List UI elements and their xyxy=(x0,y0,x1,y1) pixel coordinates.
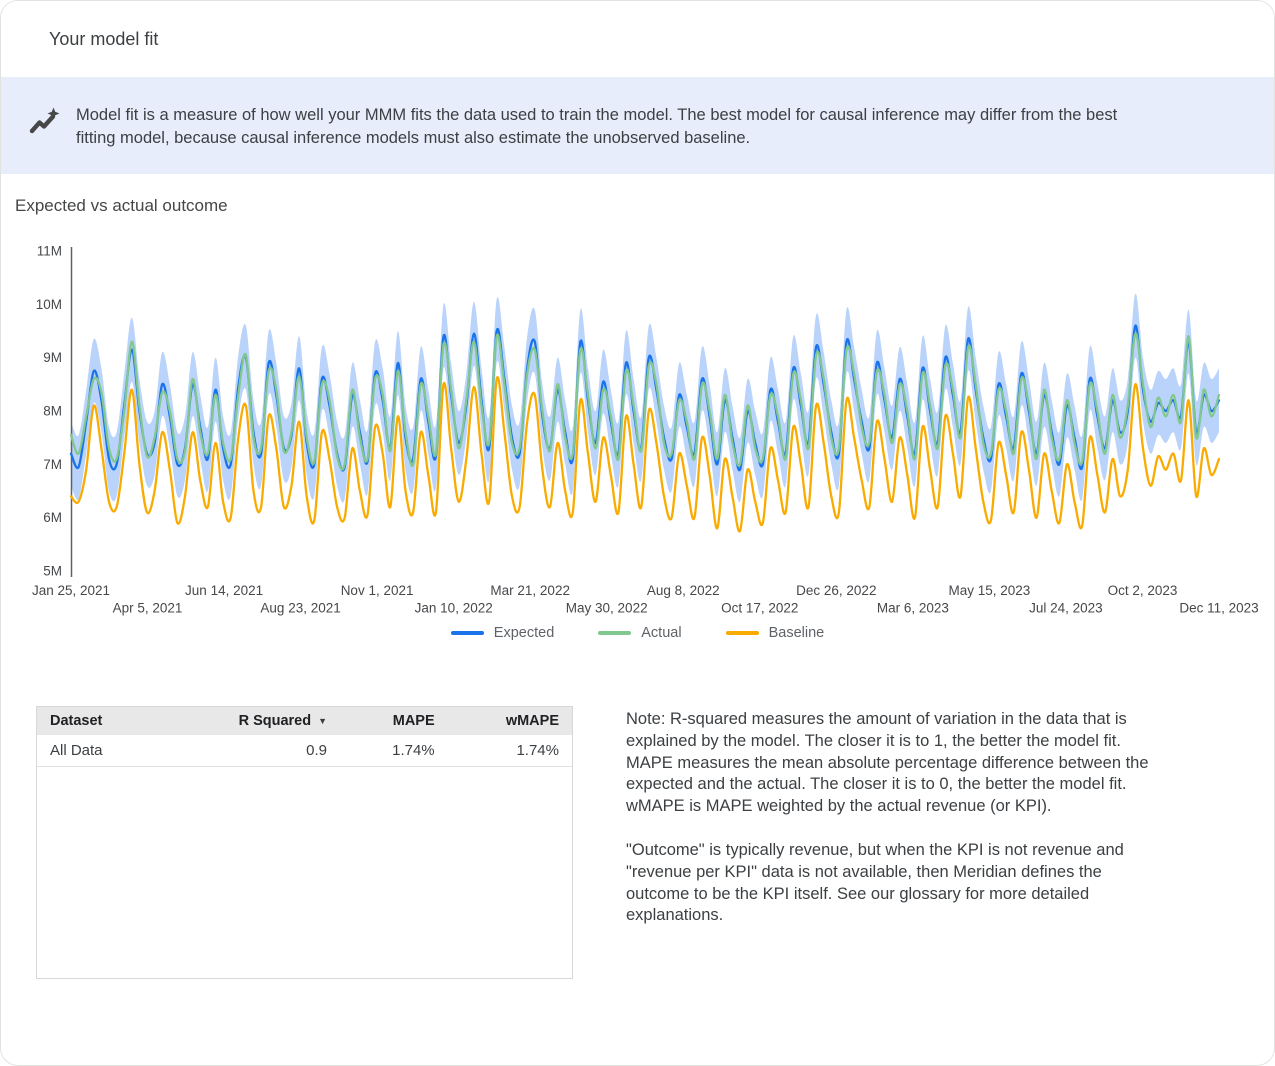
model-fit-card: Your model fit Model fit is a measure of… xyxy=(0,0,1275,1066)
chart-legend: Expected Actual Baseline xyxy=(1,625,1274,641)
legend-label: Expected xyxy=(494,625,554,641)
y-axis-label: 7M xyxy=(43,457,62,472)
y-axis-label: 8M xyxy=(43,404,62,419)
x-axis-label: Dec 26, 2022 xyxy=(796,583,876,598)
x-axis-label: Jul 24, 2023 xyxy=(1029,601,1103,616)
table-header: DatasetR Squared▼MAPEwMAPE xyxy=(37,707,572,735)
insights-icon xyxy=(27,106,61,140)
x-axis-label: Dec 11, 2023 xyxy=(1179,601,1258,616)
y-axis-label: 11M xyxy=(37,244,62,259)
cell-r-squared: 0.9 xyxy=(160,735,340,767)
note-paragraph-1: Note: R-squared measures the amount of v… xyxy=(626,709,1158,818)
note-text: Note: R-squared measures the amount of v… xyxy=(626,709,1158,927)
x-axis-label: Mar 21, 2022 xyxy=(490,583,570,598)
cell-dataset: All Data xyxy=(37,735,160,767)
model-fit-table-card: DatasetR Squared▼MAPEwMAPE All Data0.91.… xyxy=(36,706,573,979)
legend-label: Actual xyxy=(641,625,681,641)
cell-mape: 1.74% xyxy=(340,735,448,767)
legend-swatch-expected xyxy=(451,631,484,635)
info-banner: Model fit is a measure of how well your … xyxy=(1,77,1274,174)
y-axis-label: 5M xyxy=(43,564,62,579)
x-axis-label: Aug 23, 2021 xyxy=(260,601,340,616)
y-axis-label: 6M xyxy=(43,510,62,525)
x-axis-label: Jan 25, 2021 xyxy=(32,583,110,598)
card-header: Your model fit xyxy=(1,1,1274,77)
model-fit-table: DatasetR Squared▼MAPEwMAPE All Data0.91.… xyxy=(37,707,572,767)
x-axis-label: May 30, 2022 xyxy=(566,601,648,616)
model-fit-chart[interactable]: 5M6M7M8M9M10M11MJan 25, 2021Apr 5, 2021J… xyxy=(1,231,1274,623)
x-axis-label: Oct 2, 2023 xyxy=(1108,583,1178,598)
legend-item-expected: Expected xyxy=(451,625,554,641)
page-title: Your model fit xyxy=(49,29,158,50)
column-header-r-squared[interactable]: R Squared▼ xyxy=(160,707,340,735)
cell-wmape: 1.74% xyxy=(448,735,572,767)
table-row: All Data0.91.74%1.74% xyxy=(37,735,572,767)
legend-swatch-actual xyxy=(598,631,631,635)
legend-item-actual: Actual xyxy=(598,625,681,641)
x-axis-label: Mar 6, 2023 xyxy=(877,601,949,616)
column-header-mape[interactable]: MAPE xyxy=(340,707,448,735)
sort-desc-icon: ▼ xyxy=(318,716,327,726)
note-paragraph-2: "Outcome" is typically revenue, but when… xyxy=(626,840,1158,927)
legend-swatch-baseline xyxy=(726,631,759,635)
table-body: All Data0.91.74%1.74% xyxy=(37,735,572,767)
info-banner-text: Model fit is a measure of how well your … xyxy=(76,104,1161,149)
chart-title: Expected vs actual outcome xyxy=(15,196,228,216)
column-header-dataset[interactable]: Dataset xyxy=(37,707,160,735)
x-axis-label: Jan 10, 2022 xyxy=(415,601,493,616)
column-header-wmape[interactable]: wMAPE xyxy=(448,707,572,735)
table-header-row: DatasetR Squared▼MAPEwMAPE xyxy=(37,707,572,735)
x-axis-label: Oct 17, 2022 xyxy=(721,601,798,616)
x-axis-label: Nov 1, 2021 xyxy=(341,583,414,598)
y-axis-label: 9M xyxy=(43,350,62,365)
x-axis-label: May 15, 2023 xyxy=(948,583,1030,598)
y-axis-label: 10M xyxy=(36,297,62,312)
legend-item-baseline: Baseline xyxy=(726,625,825,641)
legend-label: Baseline xyxy=(769,625,825,641)
x-axis-label: Jun 14, 2021 xyxy=(185,583,263,598)
x-axis-label: Apr 5, 2021 xyxy=(113,601,183,616)
x-axis-label: Aug 8, 2022 xyxy=(647,583,720,598)
